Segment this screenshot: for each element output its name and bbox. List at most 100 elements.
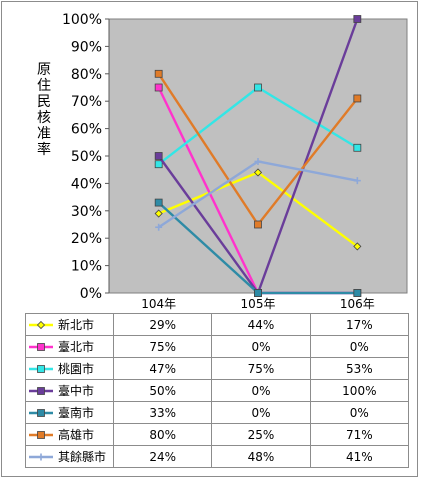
y-tick-label: 30%	[71, 204, 102, 220]
legend-entry: 臺中市	[25, 379, 114, 402]
plot-area	[108, 18, 408, 294]
data-point	[353, 94, 362, 103]
data-label: 0%	[211, 335, 311, 358]
data-point	[154, 83, 163, 92]
data-label: 29%	[112, 313, 213, 336]
data-label: 80%	[112, 423, 213, 446]
legend-marker	[36, 320, 46, 329]
data-point	[254, 83, 262, 92]
y-axis-title: 原住民核准率	[37, 62, 51, 158]
data-label: 17%	[309, 313, 410, 336]
legend-swatch	[29, 320, 53, 329]
y-tick-label: 80%	[71, 67, 102, 83]
data-point	[154, 209, 163, 218]
series-5	[154, 198, 362, 297]
data-label: 41%	[309, 445, 410, 468]
data-label: 100%	[309, 379, 410, 402]
legend-key	[26, 384, 56, 398]
legend-swatch	[29, 364, 53, 373]
y-tick-label: 60%	[71, 122, 102, 138]
table-row: 臺北市 75% 0% 0%	[25, 335, 410, 358]
legend-swatch	[29, 386, 53, 395]
legend-key	[26, 362, 56, 376]
table-row: 臺南市 33% 0% 0%	[25, 401, 410, 424]
legend-key	[26, 428, 56, 442]
legend-entry: 臺南市	[25, 401, 114, 424]
data-label: 75%	[112, 335, 213, 358]
y-tick-label: 50%	[71, 149, 102, 165]
legend-key	[26, 340, 56, 354]
legend-marker	[37, 408, 45, 417]
legend-key	[26, 450, 56, 464]
table-row: 其餘縣市 24% 48% 41%	[25, 445, 410, 468]
legend-marker	[37, 453, 45, 460]
y-tick-label: 90%	[71, 39, 102, 55]
y-tick-label: 20%	[71, 231, 102, 247]
data-label: 44%	[211, 313, 311, 336]
data-point	[353, 15, 362, 23]
data-label: 25%	[211, 423, 311, 446]
legend-swatch	[29, 342, 53, 351]
data-label: 0%	[211, 401, 311, 424]
legend-key	[26, 318, 56, 332]
data-label: 71%	[309, 423, 410, 446]
series-name: 桃園市	[58, 362, 95, 376]
table-row: 高雄市 80% 25% 71%	[25, 423, 410, 446]
data-point	[353, 143, 362, 152]
data-label: 75%	[211, 357, 311, 380]
legend-marker	[37, 342, 45, 351]
series-name: 其餘縣市	[58, 450, 107, 464]
legend-marker	[37, 364, 45, 373]
y-tick-label: 100%	[62, 12, 102, 28]
series-name: 新北市	[58, 318, 95, 332]
data-point	[254, 157, 262, 165]
legend-entry: 其餘縣市	[25, 445, 114, 468]
data-point	[253, 168, 263, 177]
series-6	[154, 69, 362, 229]
legend-swatch	[29, 430, 53, 439]
x-tick-label: 104年	[141, 297, 176, 311]
data-label: 53%	[309, 357, 410, 380]
data-table: 新北市 29% 44% 17% 臺北市 75% 0% 0% 桃園市 47% 75% 53% 臺中市 50%…	[25, 313, 410, 468]
series-name: 臺北市	[58, 340, 95, 354]
legend-marker	[37, 386, 45, 395]
series-7	[155, 157, 361, 231]
series-name: 臺中市	[58, 384, 95, 398]
data-point	[254, 289, 262, 297]
y-tick-label: 70%	[71, 94, 102, 110]
series-name: 臺南市	[58, 406, 95, 420]
legend-entry: 臺北市	[25, 335, 114, 358]
legend-marker	[37, 430, 45, 439]
legend-key	[26, 406, 56, 420]
legend-entry: 高雄市	[25, 423, 114, 446]
data-point	[154, 160, 163, 169]
data-point	[154, 152, 163, 160]
series-name: 高雄市	[58, 428, 95, 442]
data-label: 0%	[309, 401, 410, 424]
legend-entry: 桃園市	[25, 357, 114, 380]
legend-entry: 新北市	[25, 313, 114, 336]
data-point	[353, 242, 362, 251]
legend-swatch	[29, 453, 53, 460]
table-row: 桃園市 47% 75% 53%	[25, 357, 410, 380]
data-label: 33%	[112, 401, 213, 424]
data-point	[353, 177, 361, 185]
data-label: 0%	[309, 335, 410, 358]
x-tick-label: 105年	[241, 297, 276, 311]
y-tick-label: 0%	[80, 286, 102, 302]
data-point	[155, 223, 163, 231]
data-label: 50%	[112, 379, 213, 402]
y-tick-label: 40%	[71, 176, 102, 192]
data-point	[154, 198, 163, 207]
data-point	[353, 289, 362, 297]
data-label: 0%	[211, 379, 311, 402]
table-row: 新北市 29% 44% 17%	[25, 313, 410, 336]
line-chart: 0% 10% 20% 30% 40% 50% 60% 70% 80% 90% 100% 104年 105…	[62, 12, 408, 311]
legend-swatch	[29, 408, 53, 417]
data-label: 47%	[112, 357, 213, 380]
data-label: 48%	[211, 445, 311, 468]
y-tick-label: 10%	[71, 259, 102, 275]
data-point	[154, 69, 163, 78]
data-label: 24%	[112, 445, 213, 468]
series-3	[154, 83, 362, 169]
